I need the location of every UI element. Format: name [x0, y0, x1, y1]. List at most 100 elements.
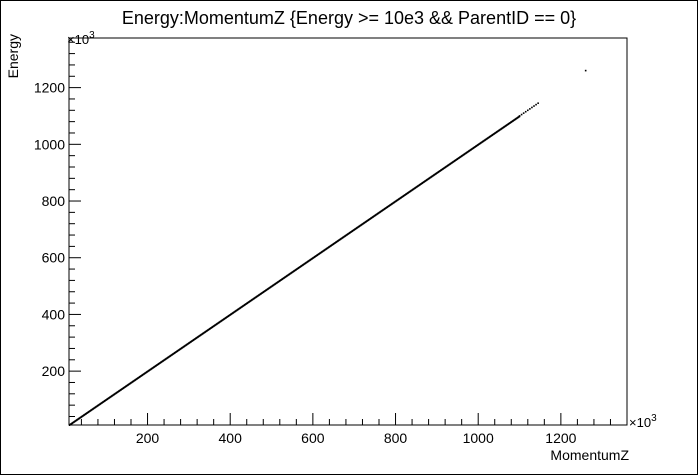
data-point [241, 305, 244, 308]
data-point [470, 148, 472, 151]
data-point [524, 110, 527, 113]
data-point [251, 299, 253, 302]
data-point [259, 293, 261, 296]
data-point [513, 119, 515, 122]
data-point [321, 251, 323, 254]
data-point [322, 250, 324, 253]
data-point [253, 297, 255, 300]
data-point [78, 417, 80, 420]
data-point [180, 347, 182, 350]
data-point [183, 345, 185, 348]
data-point [225, 316, 227, 319]
data-point [345, 234, 347, 237]
data-point [401, 195, 403, 198]
data-point [212, 325, 214, 328]
data-point [108, 396, 111, 399]
data-point [505, 124, 507, 127]
data-point [284, 276, 286, 279]
data-point [227, 315, 229, 318]
data-point [432, 174, 434, 177]
data-point [437, 170, 440, 173]
data-point [267, 288, 269, 291]
data-point [218, 321, 220, 324]
data-point [177, 349, 179, 352]
data-point [380, 210, 382, 213]
data-point [299, 266, 301, 269]
data-point [482, 140, 484, 143]
data-point [169, 354, 171, 357]
data-point [97, 404, 99, 407]
data-point [169, 355, 171, 358]
data-point [237, 308, 239, 311]
data-point [200, 333, 202, 336]
data-point [129, 382, 131, 385]
data-point [332, 242, 335, 245]
data-point [243, 304, 245, 307]
data-point [479, 142, 481, 145]
data-point [257, 294, 259, 297]
data-point [514, 118, 516, 121]
data-point [450, 162, 452, 165]
data-point [512, 120, 514, 123]
data-point [395, 199, 398, 202]
data-point [451, 161, 453, 164]
data-point [412, 188, 414, 191]
data-point [382, 208, 384, 211]
data-point [499, 128, 501, 131]
data-point [239, 306, 241, 309]
data-point [178, 348, 181, 351]
data-point [444, 166, 447, 169]
data-point [318, 252, 321, 255]
data-point [337, 240, 339, 243]
data-point [226, 315, 228, 318]
data-point [487, 136, 489, 139]
data-point [99, 403, 101, 406]
data-point [83, 413, 85, 416]
data-point [239, 307, 241, 310]
data-point [176, 350, 178, 353]
data-point [342, 236, 344, 239]
data-point [113, 393, 115, 396]
data-point [89, 410, 91, 413]
data-point [329, 245, 331, 248]
data-point [204, 330, 206, 333]
data-point [157, 363, 159, 366]
data-point [491, 134, 493, 137]
data-point [134, 379, 136, 382]
data-point [500, 127, 503, 130]
data-point [315, 254, 317, 257]
data-point [227, 315, 230, 318]
data-point [376, 213, 378, 216]
data-point [478, 143, 480, 146]
data-point [176, 350, 178, 353]
data-point [491, 133, 493, 136]
data-point [71, 422, 73, 425]
data-point [128, 383, 130, 386]
data-point [285, 275, 287, 278]
data-point [288, 273, 290, 276]
data-point [497, 130, 499, 133]
data-point [188, 341, 190, 344]
data-point [88, 410, 90, 413]
data-point [84, 413, 86, 416]
data-point [529, 108, 531, 110]
data-point [533, 105, 535, 107]
data-point [469, 149, 471, 152]
data-point [220, 320, 222, 323]
data-point [195, 337, 197, 340]
data-point [373, 215, 375, 218]
data-point [146, 370, 148, 373]
data-point [272, 284, 274, 287]
data-point [278, 280, 280, 283]
data-point [463, 153, 465, 156]
data-point [511, 120, 513, 123]
data-point [516, 117, 518, 120]
data-point [360, 223, 363, 226]
data-point [357, 226, 359, 229]
data-point [462, 154, 464, 157]
data-point [93, 407, 95, 410]
data-point [216, 322, 218, 325]
data-point [115, 391, 118, 394]
data-point [230, 313, 232, 316]
